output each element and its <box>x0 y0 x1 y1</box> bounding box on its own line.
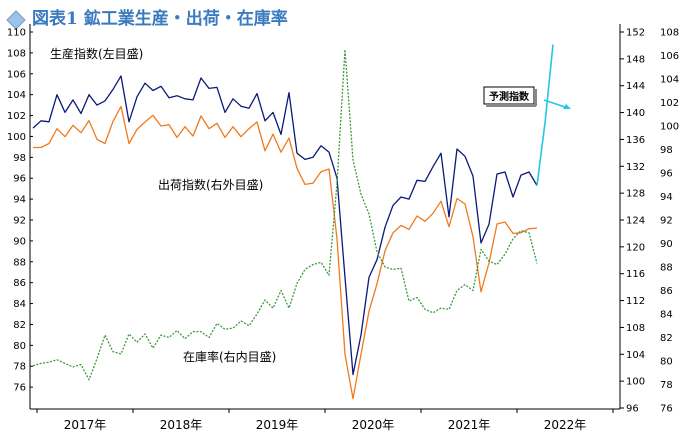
left-tick-label: 86 <box>13 278 26 289</box>
right-inner-tick-label: 94 <box>660 192 673 203</box>
forecast-label-shadow-right <box>534 89 537 106</box>
shipments-series-line <box>33 105 538 400</box>
left-tick-label: 98 <box>13 153 26 164</box>
left-tick-label: 76 <box>13 383 26 394</box>
x-tick-label: 2017年 <box>64 418 107 432</box>
right-outer-tick-label: 96 <box>626 404 639 415</box>
right-outer-tick-label: 108 <box>626 323 645 334</box>
diamond-icon <box>6 10 26 30</box>
right-outer-tick-label: 120 <box>626 242 645 253</box>
forecast-callout: 予測指数 <box>483 86 571 109</box>
right-outer-tick-label: 132 <box>626 162 645 173</box>
right-outer-tick-label: 124 <box>626 216 645 227</box>
x-axis-ticks: 2017年 2018年 2019年 2020年 2021年 2022年 <box>36 409 614 432</box>
left-axis-ticks: 76 78 80 82 84 86 88 90 92 94 96 98 100 102 104 106 108 1… <box>7 28 33 394</box>
left-tick-label: 106 <box>7 69 26 80</box>
right-inner-tick-label: 82 <box>660 333 673 344</box>
left-tick-label: 80 <box>13 341 26 352</box>
left-tick-label: 110 <box>7 28 26 39</box>
left-tick-label: 102 <box>7 111 26 122</box>
production-label: 生産指数(左目盛) <box>50 46 143 61</box>
left-tick-label: 78 <box>13 362 26 373</box>
production-series-line <box>32 75 538 376</box>
title-group: 図表1 鉱工業生産・出荷・在庫率 <box>6 8 288 30</box>
right-inner-tick-label: 86 <box>660 286 673 297</box>
forecast-label: 予測指数 <box>489 90 530 103</box>
forecast-arrow-line <box>543 99 569 109</box>
inventory-label: 在庫率(右内目盛) <box>183 349 276 364</box>
right-outer-tick-label: 112 <box>626 296 645 307</box>
right-outer-axis-ticks: 96 100 104 108 112 116 120 124 128 132 136 140 144 14… <box>620 28 645 415</box>
right-outer-tick-label: 148 <box>626 54 645 65</box>
x-tick-label: 2018年 <box>160 418 203 432</box>
right-inner-tick-label: 98 <box>660 145 673 156</box>
left-tick-label: 96 <box>13 174 26 185</box>
forecast-label-shadow <box>486 104 536 107</box>
chart-title: 図表1 鉱工業生産・出荷・在庫率 <box>32 8 288 29</box>
left-tick-label: 82 <box>13 320 26 331</box>
right-inner-tick-label: 96 <box>660 169 673 180</box>
right-outer-tick-label: 136 <box>626 135 645 146</box>
left-tick-label: 100 <box>7 132 26 143</box>
right-outer-tick-label: 100 <box>626 377 645 388</box>
right-outer-tick-label: 140 <box>626 108 645 119</box>
left-tick-label: 88 <box>13 257 26 268</box>
right-inner-tick-label: 92 <box>660 216 673 227</box>
right-outer-tick-label: 152 <box>626 28 645 39</box>
left-tick-label: 84 <box>13 299 26 310</box>
right-outer-tick-label: 144 <box>626 81 645 92</box>
right-inner-tick-label: 106 <box>660 51 679 62</box>
right-inner-tick-label: 88 <box>660 263 673 274</box>
shipments-label: 出荷指数(右外目盛) <box>158 177 263 192</box>
left-tick-label: 92 <box>13 216 26 227</box>
right-inner-tick-label: 84 <box>660 310 673 321</box>
left-tick-label: 90 <box>13 236 26 247</box>
right-inner-tick-label: 100 <box>660 122 679 133</box>
x-tick-label: 2020年 <box>352 418 395 432</box>
right-inner-tick-label: 108 <box>660 28 679 39</box>
forecast-series-line <box>536 44 554 186</box>
right-inner-tick-label: 90 <box>660 239 673 250</box>
right-inner-axis-ticks: 76 78 80 82 84 86 88 90 92 94 96 98 100 102 104 106 108 <box>660 28 679 415</box>
left-tick-label: 104 <box>7 90 26 101</box>
series-layer <box>32 44 554 400</box>
right-inner-tick-label: 80 <box>660 357 673 368</box>
left-tick-label: 94 <box>13 195 26 206</box>
right-outer-tick-label: 104 <box>626 350 645 361</box>
forecast-arrow-head-icon <box>563 104 571 109</box>
right-inner-tick-label: 102 <box>660 98 679 109</box>
right-inner-tick-label: 104 <box>660 75 679 86</box>
right-outer-tick-label: 116 <box>626 269 645 280</box>
x-tick-label: 2021年 <box>448 418 491 432</box>
inventory-series-line <box>32 48 538 381</box>
x-tick-label: 2019年 <box>256 418 299 432</box>
right-inner-tick-label: 78 <box>660 380 673 391</box>
left-tick-label: 108 <box>7 48 26 59</box>
right-inner-tick-label: 76 <box>660 404 673 415</box>
x-tick-label: 2022年 <box>544 418 587 432</box>
right-outer-tick-label: 128 <box>626 189 645 200</box>
